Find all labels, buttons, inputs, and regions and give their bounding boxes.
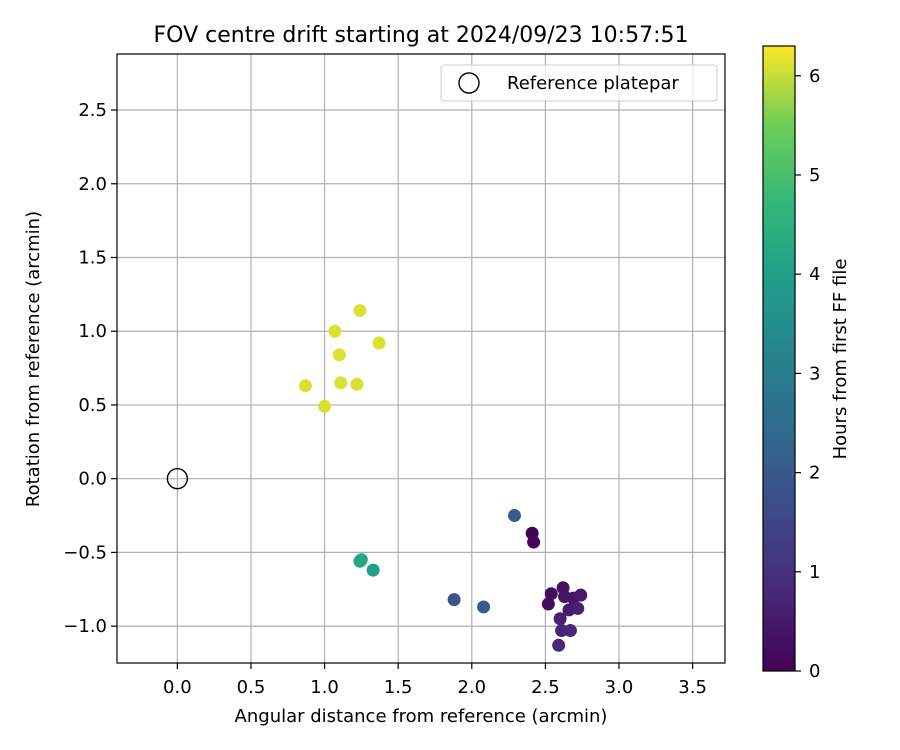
data-point bbox=[527, 535, 541, 549]
y-tick-label: 2.0 bbox=[78, 174, 107, 195]
data-point bbox=[544, 587, 558, 601]
y-tick-label: −0.5 bbox=[63, 542, 107, 563]
data-point bbox=[298, 379, 312, 393]
legend-marker-icon bbox=[458, 72, 480, 94]
y-tick-label: 2.5 bbox=[78, 100, 107, 121]
colorbar-tick-label: 6 bbox=[809, 66, 820, 87]
legend-box bbox=[440, 64, 718, 102]
data-point bbox=[334, 376, 348, 390]
chart-title: FOV centre drift starting at 2024/09/23 … bbox=[154, 23, 689, 48]
x-tick-label: 0.0 bbox=[163, 677, 192, 698]
data-point bbox=[350, 377, 364, 391]
data-point bbox=[353, 304, 367, 318]
colorbar-tick-label: 0 bbox=[809, 661, 820, 682]
data-point bbox=[366, 563, 380, 577]
data-point bbox=[328, 324, 342, 338]
data-point bbox=[477, 600, 491, 614]
colorbar-tick-label: 4 bbox=[809, 264, 820, 285]
colorbar-tick-label: 1 bbox=[809, 562, 820, 583]
x-tick-label: 3.5 bbox=[678, 677, 707, 698]
x-axis-label: Angular distance from reference (arcmin) bbox=[235, 706, 608, 727]
colorbar-tick-label: 2 bbox=[809, 463, 820, 484]
data-point bbox=[553, 612, 567, 626]
reference-marker bbox=[166, 467, 189, 490]
y-tick-label: 1.5 bbox=[78, 247, 107, 268]
data-point bbox=[574, 588, 588, 602]
y-tick-label: 0.5 bbox=[78, 395, 107, 416]
colorbar-tick-label: 3 bbox=[809, 363, 820, 384]
y-axis-label: Rotation from reference (arcmin) bbox=[23, 211, 44, 507]
data-point bbox=[563, 624, 577, 638]
x-tick-label: 1.0 bbox=[310, 677, 339, 698]
y-tick-label: 0.0 bbox=[78, 469, 107, 490]
x-tick-label: 1.5 bbox=[384, 677, 413, 698]
y-tick-label: 1.0 bbox=[78, 321, 107, 342]
data-points bbox=[166, 304, 588, 652]
y-axis-ticks: −1.0 −0.5 0.0 0.5 1.0 1.5 2.0 2.5 bbox=[63, 100, 117, 637]
legend: Reference platepar bbox=[440, 64, 718, 102]
data-point bbox=[571, 601, 585, 615]
data-point bbox=[372, 336, 386, 350]
legend-label: Reference platepar bbox=[507, 73, 679, 94]
data-point bbox=[332, 348, 346, 362]
colorbar-gradient bbox=[762, 45, 796, 672]
x-tick-label: 2.5 bbox=[531, 677, 560, 698]
data-point bbox=[318, 399, 332, 413]
data-point bbox=[447, 593, 461, 607]
colorbar-ticks: 0 1 2 3 4 5 6 bbox=[795, 66, 820, 682]
colorbar-label: Hours from first FF file bbox=[830, 259, 851, 460]
x-tick-label: 0.5 bbox=[237, 677, 266, 698]
plot-frame bbox=[116, 53, 726, 664]
data-point bbox=[552, 638, 566, 652]
x-axis-ticks: 0.0 0.5 1.0 1.5 2.0 2.5 3.0 3.5 bbox=[163, 663, 707, 698]
data-point bbox=[507, 509, 521, 523]
data-point bbox=[541, 597, 555, 611]
colorbar-tick-label: 5 bbox=[809, 165, 820, 186]
grid bbox=[117, 54, 725, 663]
colorbar: 0 1 2 3 4 5 6 Hours from first FF file bbox=[762, 45, 851, 682]
data-point bbox=[353, 554, 367, 568]
x-tick-label: 3.0 bbox=[605, 677, 634, 698]
x-tick-label: 2.0 bbox=[457, 677, 486, 698]
y-tick-label: −1.0 bbox=[63, 616, 107, 637]
